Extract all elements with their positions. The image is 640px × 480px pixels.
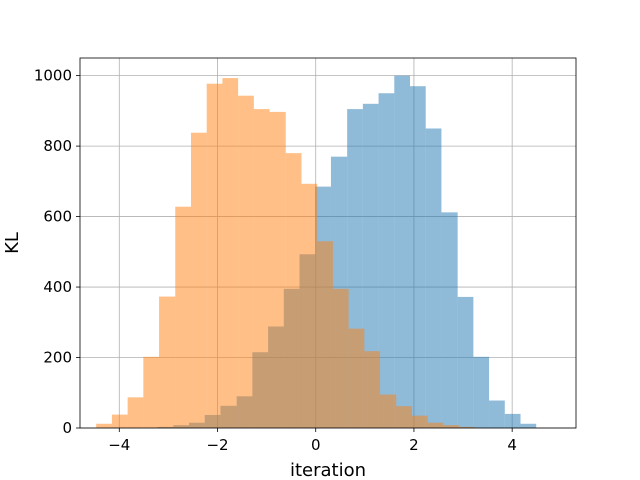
plot-frame <box>79 57 577 429</box>
y-tick-label: 400 <box>43 278 72 296</box>
histogram-bar <box>425 128 442 428</box>
histogram-bars <box>96 75 537 429</box>
x-axis-label: iteration <box>290 460 366 480</box>
histogram-bar <box>504 413 521 428</box>
histogram-bar <box>459 426 475 428</box>
y-tick-label: 0 <box>62 419 72 437</box>
histogram-bar <box>143 356 160 428</box>
histogram-bar <box>520 423 537 428</box>
histogram-bar <box>364 351 381 428</box>
y-axis-label: KL <box>2 232 23 254</box>
histogram-bar <box>317 241 333 428</box>
x-tick-label: 0 <box>311 436 321 454</box>
y-tick-label: 800 <box>43 137 72 155</box>
histogram-bar <box>127 397 144 428</box>
histogram-bar <box>332 288 349 428</box>
histogram-bar <box>411 415 428 428</box>
axis-ticks: −4 −2 0 2 4 0 200 400 600 800 1000 <box>34 67 517 454</box>
histogram-bar <box>96 423 112 428</box>
histogram-bar <box>190 132 207 428</box>
x-tick-label: 2 <box>409 436 419 454</box>
x-tick-label: −2 <box>206 436 228 454</box>
histogram-bar <box>410 86 426 428</box>
histogram-bar <box>441 212 458 428</box>
y-tick-label: 1000 <box>34 67 72 85</box>
histogram-bar <box>222 78 239 428</box>
histogram-bar <box>443 425 460 428</box>
x-tick-label: 4 <box>507 436 517 454</box>
histogram-bar <box>473 356 490 428</box>
histogram-bar <box>348 328 365 428</box>
histogram-bar <box>253 109 270 428</box>
histogram-bar <box>301 183 318 428</box>
histogram-bar <box>159 296 176 428</box>
y-tick-label: 200 <box>43 349 72 367</box>
histogram-bar <box>489 400 505 428</box>
histogram-bar <box>206 83 223 428</box>
histogram-bar <box>111 414 128 428</box>
histogram-bar <box>238 95 254 428</box>
histogram-bar <box>394 75 411 428</box>
histogram-bar <box>285 153 302 428</box>
histogram-bar <box>269 111 286 429</box>
histogram-bar <box>380 394 397 428</box>
histogram-bar <box>457 296 474 428</box>
histogram-bar <box>378 93 395 428</box>
histogram-bar <box>396 406 412 428</box>
x-tick-label: −4 <box>108 436 130 454</box>
y-tick-label: 600 <box>43 208 72 226</box>
histogram-bar <box>175 206 191 428</box>
histogram-bar <box>427 422 444 428</box>
histogram-bar <box>362 103 379 429</box>
